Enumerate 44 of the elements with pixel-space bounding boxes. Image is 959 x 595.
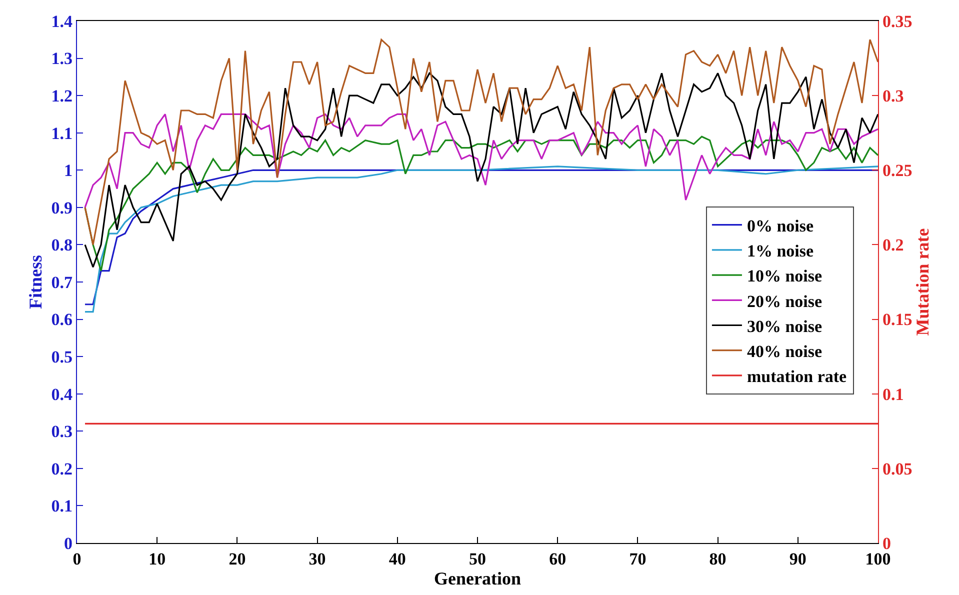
line-series (84, 38, 878, 246)
y-tick-label: 1 (64, 161, 72, 180)
y-tick-label: 1.4 (51, 12, 73, 31)
y-tick-label: 0.8 (51, 236, 72, 255)
y-tick-label: 0 (64, 534, 72, 553)
y2-tick-label: 0.05 (882, 459, 912, 478)
y-tick-label: 0.3 (51, 422, 72, 442)
y-tick-label: 0.4 (51, 384, 73, 404)
x-tick-label: 80 (709, 550, 726, 568)
line-series (84, 72, 878, 268)
x-tick-label: 40 (388, 550, 406, 568)
x-tick-label: 90 (789, 550, 806, 568)
y2-tick-label: 0.35 (882, 12, 912, 31)
x-tick-label: 10 (148, 550, 166, 568)
x-axis-title: Generation (434, 568, 521, 588)
y-tick-label: 0.7 (51, 272, 73, 292)
legend-label: 10% noise (746, 266, 823, 286)
y-tick-label: 1.3 (51, 49, 72, 68)
y2-tick-label: 0.25 (882, 161, 912, 180)
x-tick-label: 20 (228, 550, 246, 568)
y-tick-label: 0.9 (51, 198, 72, 218)
y-tick-label: 0.6 (51, 310, 72, 330)
y-axis-title: Fitness (25, 255, 46, 309)
y-tick-label: 0.2 (51, 459, 72, 478)
x-tick-label: 30 (308, 550, 326, 568)
line-series (84, 113, 878, 208)
x-tick-label: 70 (629, 550, 646, 568)
y2-tick-label: 0.3 (882, 86, 904, 106)
legend-label: 20% noise (746, 292, 823, 311)
y2-axis-title: Mutation rate (912, 228, 932, 336)
y2-tick-label: 0.1 (882, 384, 904, 404)
legend-label: 0% noise (746, 216, 814, 236)
legend-label: 30% noise (746, 316, 823, 336)
y2-tick-label: 0.2 (882, 236, 904, 255)
legend-label: 40% noise (746, 342, 823, 361)
y-tick-label: 1.1 (51, 124, 72, 143)
x-tick-label: 60 (549, 550, 566, 568)
y2-tick-label: 0.15 (882, 310, 912, 330)
legend-label: mutation rate (746, 367, 848, 386)
y-tick-label: 0.1 (51, 496, 72, 516)
legend-label: 1% noise (746, 242, 814, 261)
y-tick-label: 1.2 (51, 86, 72, 106)
y-tick-label: 0.5 (51, 348, 72, 367)
x-tick-label: 50 (469, 550, 486, 568)
